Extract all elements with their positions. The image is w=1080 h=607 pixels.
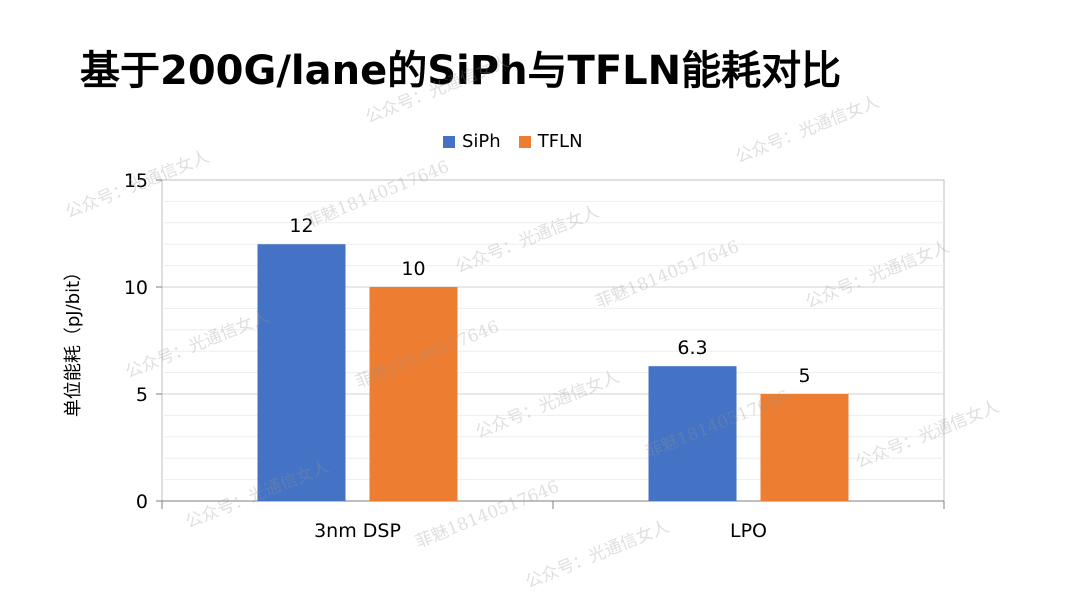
bar-tfln-1 xyxy=(760,394,849,501)
bar-tfln-0 xyxy=(369,287,458,501)
bar-siph-0 xyxy=(257,244,346,501)
y-tick-label: 15 xyxy=(124,170,148,192)
x-tick-label: LPO xyxy=(730,520,767,542)
y-tick-label: 5 xyxy=(136,384,148,406)
data-label: 10 xyxy=(401,258,425,280)
x-tick-label: 3nm DSP xyxy=(314,520,401,542)
chart-legend: SiPh TFLN xyxy=(443,131,583,152)
y-tick-label: 10 xyxy=(124,277,148,299)
legend-item-siph: SiPh xyxy=(443,131,501,152)
legend-item-tfln: TFLN xyxy=(518,131,583,152)
data-label: 6.3 xyxy=(677,337,707,359)
data-label: 12 xyxy=(289,215,313,237)
bar-siph-1 xyxy=(648,366,737,501)
data-label: 5 xyxy=(798,365,810,387)
legend-label-siph: SiPh xyxy=(462,131,501,152)
legend-swatch-siph xyxy=(443,135,455,148)
y-tick-label: 0 xyxy=(136,491,148,513)
legend-swatch-tfln xyxy=(518,135,531,148)
page-title: 基于200G/lane的SiPh与TFLN能耗对比 xyxy=(80,48,842,94)
legend-label-tfln: TFLN xyxy=(537,131,583,152)
